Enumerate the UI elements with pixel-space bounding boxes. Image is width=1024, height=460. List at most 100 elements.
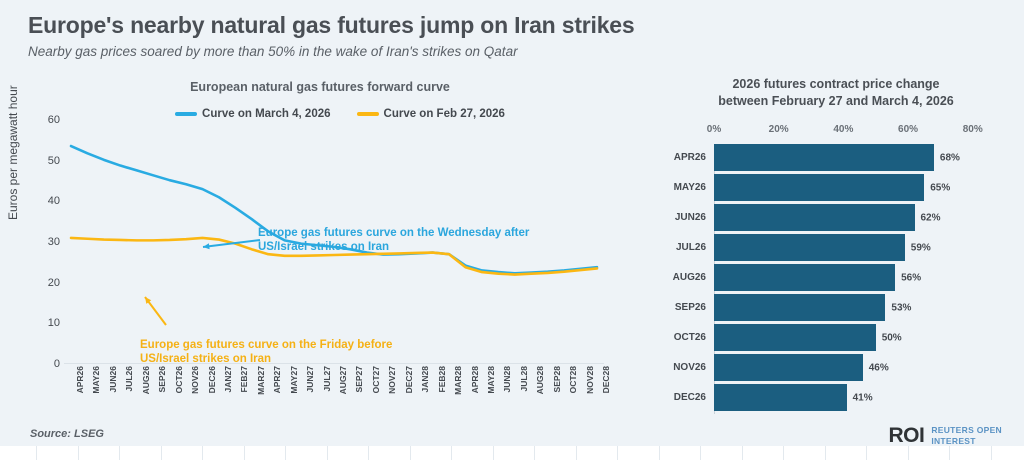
x-tick-nov26: NOV26	[190, 366, 201, 394]
bar-fill[interactable]	[714, 174, 925, 201]
bar-x-tick-0: 0%	[706, 124, 722, 135]
x-tick-may27: MAY27	[288, 366, 299, 394]
bar-value-label: 68%	[939, 152, 960, 163]
bar-value-label: 59%	[910, 242, 931, 253]
x-tick-nov28: NOV28	[584, 366, 595, 394]
bar-row[interactable]: APR26 68%	[648, 144, 1024, 171]
bottom-strip	[0, 446, 1024, 460]
annotation-arrow-blue	[202, 239, 261, 250]
roi-logo: ROI REUTERS OPEN INTEREST	[888, 424, 1002, 448]
page-subtitle: Nearby gas prices soared by more than 50…	[28, 44, 518, 60]
bar-row[interactable]: MAY26 65%	[648, 174, 1024, 201]
bar-row[interactable]: DEC26 41%	[648, 384, 1024, 411]
bar-fill[interactable]	[714, 294, 886, 321]
x-tick-aug27: AUG27	[338, 366, 348, 395]
bar-chart-title-line2: between February 27 and March 4, 2026	[718, 93, 954, 108]
x-tick-mar28: MAR28	[453, 366, 464, 395]
bar-fill[interactable]	[714, 384, 847, 411]
strip-divider	[78, 446, 79, 460]
x-tick-dec28: DEC28	[601, 366, 611, 394]
source-note: Source: LSEG	[30, 428, 104, 440]
strip-divider	[700, 446, 701, 460]
strip-divider	[410, 446, 411, 460]
strip-divider	[368, 446, 369, 460]
legend-label-feb: Curve on Feb 27, 2026	[383, 108, 505, 120]
bar-fill[interactable]	[714, 204, 915, 231]
bar-chart-title-line1: 2026 futures contract price change	[732, 77, 940, 91]
x-tick-jan27: JAN27	[222, 366, 233, 393]
bar-fill[interactable]	[714, 354, 863, 381]
bar-track: 50%	[714, 324, 1024, 351]
y-tick-30: 30	[47, 236, 60, 248]
strip-divider	[202, 446, 203, 460]
bar-track: 65%	[714, 174, 1024, 201]
x-tick-jun27: JUN27	[305, 366, 316, 393]
bar-fill[interactable]	[714, 234, 905, 261]
bar-category-label: OCT26	[673, 332, 706, 343]
strip-divider	[742, 446, 743, 460]
x-tick-jul27: JUL27	[321, 366, 332, 392]
bar-value-label: 41%	[852, 392, 873, 403]
y-axis-ticks: 0 10 20 30 40 50 60	[30, 114, 60, 370]
x-tick-nov27: NOV27	[387, 366, 398, 394]
bar-track: 68%	[714, 144, 1024, 171]
bar-value-label: 62%	[920, 212, 941, 223]
bar-fill[interactable]	[714, 144, 934, 171]
bar-value-label: 65%	[930, 182, 951, 193]
y-tick-20: 20	[47, 276, 60, 289]
strip-divider	[244, 446, 245, 460]
x-tick-dec26: DEC26	[206, 366, 217, 394]
strip-divider	[285, 446, 286, 460]
bar-track: 41%	[714, 384, 1024, 411]
bar-value-label: 50%	[881, 332, 902, 343]
legend-swatch-feb	[356, 112, 379, 116]
legend-label-march: Curve on March 4, 2026	[202, 108, 331, 120]
strip-divider	[534, 446, 535, 460]
bar-category-label: MAY26	[673, 182, 706, 193]
bar-row[interactable]: OCT26 50%	[648, 324, 1024, 351]
strip-divider	[119, 446, 120, 460]
bar-track: 46%	[714, 354, 1024, 381]
bar-x-tick-60: 60%	[898, 124, 919, 135]
annotation-orange: Europe gas futures curve on the Friday b…	[140, 339, 393, 366]
bar-row[interactable]: SEP26 53%	[648, 294, 1024, 321]
strip-divider	[866, 446, 867, 460]
strip-divider	[659, 446, 660, 460]
bar-row[interactable]: JUL26 59%	[648, 234, 1024, 261]
bar-row[interactable]: AUG26 56%	[648, 264, 1024, 291]
line-plot-area: Euros per megawatt hour 0 10 20 30 40 50 60 AP…	[0, 85, 640, 432]
x-tick-oct28: OCT28	[568, 366, 579, 394]
bar-value-label: 53%	[891, 302, 912, 313]
roi-logo-line1: REUTERS OPEN	[931, 425, 1002, 436]
bar-x-axis: 0% 20% 40% 60% 80%	[648, 124, 1024, 142]
strip-divider	[327, 446, 328, 460]
bar-chart-panel: 2026 futures contract price change betwe…	[648, 72, 1024, 432]
strip-divider	[949, 446, 950, 460]
strip-divider	[783, 446, 784, 460]
legend-swatch-march	[175, 112, 198, 116]
bar-row[interactable]: NOV26 46%	[648, 354, 1024, 381]
x-tick-jul26: JUL26	[124, 366, 135, 392]
annotation-blue: Europe gas futures curve on the Wednesda…	[258, 227, 530, 254]
bar-category-label: SEP26	[674, 302, 706, 313]
bar-fill[interactable]	[714, 264, 896, 291]
x-tick-oct27: OCT27	[370, 366, 381, 394]
legend-item-feb[interactable]: Curve on Feb 27, 2026	[356, 108, 505, 120]
bar-track: 59%	[714, 234, 1024, 261]
roi-logo-text: REUTERS OPEN INTEREST	[931, 425, 1002, 446]
legend-item-march[interactable]: Curve on March 4, 2026	[175, 108, 331, 120]
header: Europe's nearby natural gas futures jump…	[28, 12, 988, 61]
bar-row[interactable]: JUN26 62%	[648, 204, 1024, 231]
x-tick-may28: MAY28	[485, 366, 496, 394]
bar-plot-area: 0% 20% 40% 60% 80% APR26 68% MAY26 65% JUN26 62% J…	[648, 124, 1024, 424]
x-tick-jun26: JUN26	[107, 366, 118, 393]
x-axis-ticks: APR26 MAY26 JUN26 JUL26 AUG26 SEP26 OCT26 NOV26…	[64, 366, 611, 426]
x-tick-jan28: JAN28	[420, 366, 431, 393]
strip-divider	[825, 446, 826, 460]
strip-divider	[36, 446, 37, 460]
x-tick-sep28: SEP28	[551, 366, 562, 393]
bar-category-label: JUL26	[675, 242, 706, 253]
y-tick-60: 60	[47, 114, 60, 126]
bar-fill[interactable]	[714, 324, 876, 351]
